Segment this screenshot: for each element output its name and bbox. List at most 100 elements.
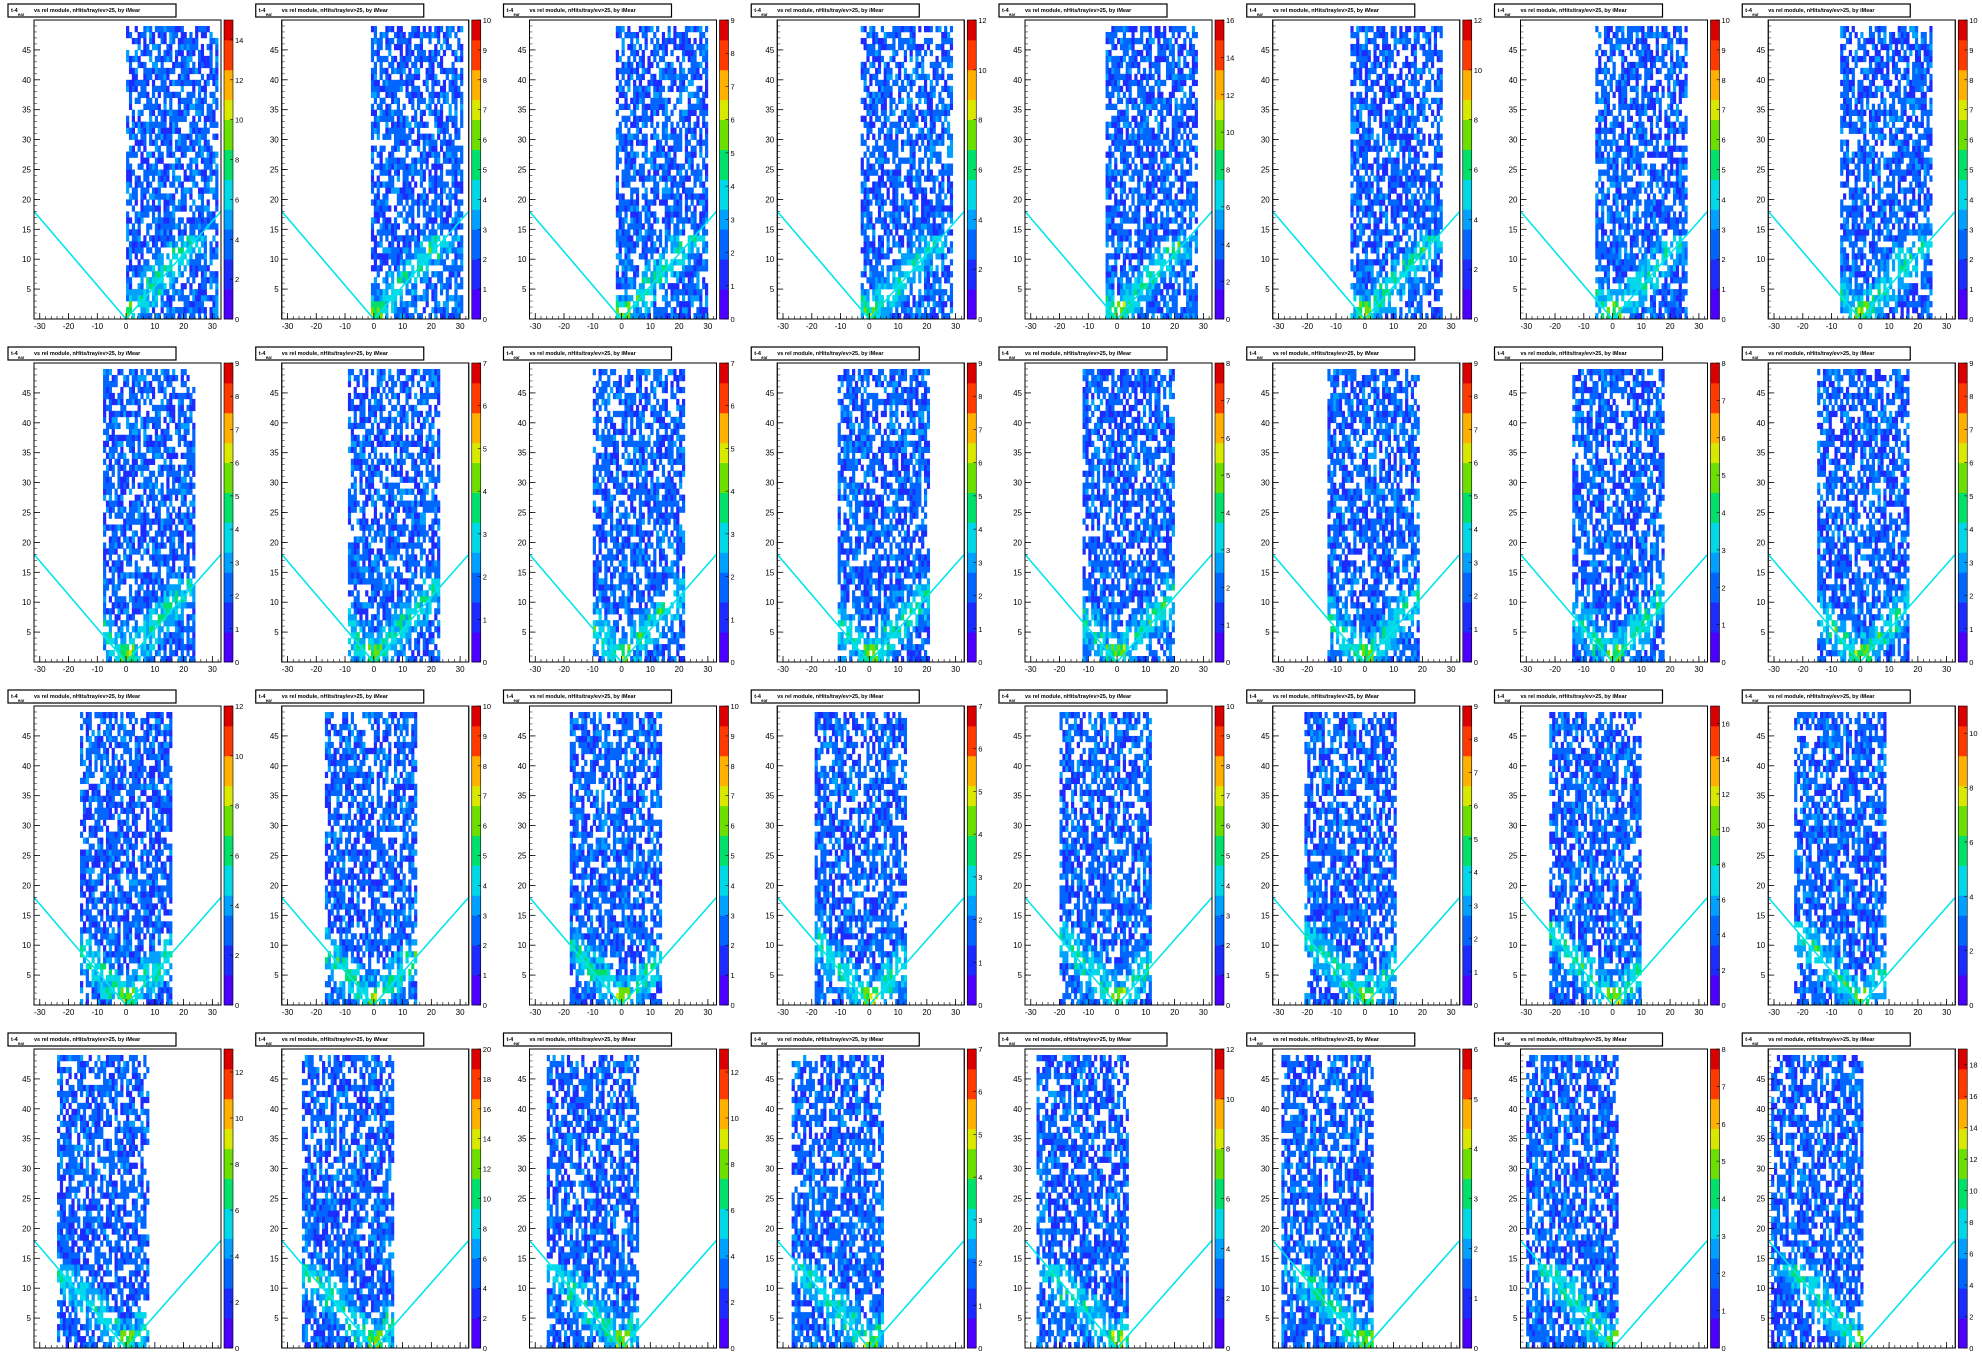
z-tick-label: 6 (483, 1254, 487, 1263)
z-tick-label: 10 (978, 66, 986, 75)
z-tick-label: 1 (731, 971, 735, 980)
y-tick-label: 40 (1509, 76, 1518, 85)
title-sub: ear (1505, 698, 1512, 703)
z-tick-label: 8 (978, 116, 982, 125)
x-tick-label: 20 (1418, 1008, 1427, 1017)
z-tick-label: 5 (235, 492, 239, 501)
z-tick-label: 3 (978, 1216, 982, 1225)
z-tick-label: 1 (978, 958, 982, 967)
z-tick-label: 0 (1969, 1344, 1973, 1352)
y-tick-label: 35 (1756, 106, 1765, 115)
y-tick-label: 35 (1509, 449, 1518, 458)
y-tick-label: 30 (518, 822, 527, 831)
y-tick-label: 35 (1013, 792, 1022, 801)
title-sub: ear (1257, 355, 1264, 360)
y-tick-label: 25 (1261, 852, 1270, 861)
z-tick-label: 6 (1722, 434, 1726, 443)
x-tick-label: 30 (1199, 322, 1208, 331)
x-tick-label: -20 (1301, 322, 1313, 331)
y-tick-label: 35 (1261, 106, 1270, 115)
title-main: vs rel module, nHits/tray/ev>25, by iMea… (282, 351, 389, 357)
x-tick-label: 10 (894, 1008, 903, 1017)
color-bar (472, 363, 481, 662)
y-tick-label: 25 (518, 509, 527, 518)
z-tick-label: 4 (1474, 215, 1478, 224)
y-tick-label: 35 (765, 106, 774, 115)
x-tick-label: -30 (777, 665, 789, 674)
x-tick-label: -10 (92, 1008, 104, 1017)
y-tick-label: 30 (22, 479, 31, 488)
z-tick-label: 4 (483, 881, 487, 890)
y-tick-label: 10 (1756, 598, 1765, 607)
y-tick-label: 5 (1018, 285, 1023, 294)
z-tick-label: 1 (1226, 971, 1230, 980)
z-tick-label: 6 (1474, 802, 1478, 811)
x-tick-label: 0 (1610, 1008, 1615, 1017)
y-tick-label: 15 (518, 1254, 527, 1263)
x-tick-label: -30 (777, 322, 789, 331)
z-tick-label: 6 (483, 136, 487, 145)
x-tick-label: 0 (1363, 1008, 1368, 1017)
y-tick-label: 30 (1013, 479, 1022, 488)
y-tick-label: 40 (765, 419, 774, 428)
z-tick-label: 0 (483, 658, 487, 667)
y-tick-label: 15 (1509, 225, 1518, 234)
z-tick-label: 6 (978, 459, 982, 468)
y-tick-label: 45 (518, 46, 527, 55)
z-tick-label: 0 (731, 658, 735, 667)
z-tick-label: 0 (1474, 658, 1478, 667)
x-tick-label: 0 (124, 322, 129, 331)
color-bar (224, 363, 233, 662)
z-tick-label: 2 (1722, 966, 1726, 975)
z-tick-label: 0 (1474, 315, 1478, 324)
y-tick-label: 30 (1756, 136, 1765, 145)
z-tick-label: 14 (1226, 53, 1234, 62)
z-tick-label: 16 (1226, 16, 1234, 25)
y-tick-label: 5 (770, 628, 775, 637)
z-tick-label: 8 (1226, 359, 1230, 368)
x-tick-label: -20 (63, 322, 75, 331)
y-tick-label: 20 (1756, 538, 1765, 547)
y-tick-label: 10 (518, 255, 527, 264)
title-sub: ear (266, 12, 273, 17)
x-tick-label: 20 (675, 322, 684, 331)
x-tick-label: 20 (1666, 1008, 1675, 1017)
z-tick-label: 4 (1226, 240, 1230, 249)
z-tick-label: 0 (978, 658, 982, 667)
y-tick-label: 30 (270, 1165, 279, 1174)
y-tick-label: 40 (1756, 1105, 1765, 1114)
z-tick-label: 0 (1226, 658, 1230, 667)
x-tick-label: 0 (1115, 1008, 1120, 1017)
y-tick-label: 15 (1756, 911, 1765, 920)
y-tick-label: 35 (1013, 106, 1022, 115)
color-bar (1463, 706, 1472, 1005)
color-bar (967, 363, 976, 662)
y-tick-label: 45 (270, 46, 279, 55)
y-tick-label: 45 (1261, 389, 1270, 398)
y-tick-label: 40 (22, 762, 31, 771)
color-bar (720, 1049, 729, 1348)
y-tick-label: 25 (1756, 1195, 1765, 1204)
z-tick-label: 8 (731, 762, 735, 771)
z-tick-label: 6 (1474, 1045, 1478, 1054)
y-tick-label: 5 (1513, 285, 1518, 294)
y-tick-label: 5 (522, 971, 527, 980)
x-tick-label: 30 (951, 322, 960, 331)
z-tick-label: 9 (1969, 46, 1973, 55)
panel: -30-20-100102030510152025303540450246810… (8, 1033, 243, 1352)
y-tick-label: 10 (765, 598, 774, 607)
z-tick-label: 0 (1722, 315, 1726, 324)
z-tick-label: 12 (483, 1165, 491, 1174)
y-tick-label: 5 (770, 971, 775, 980)
z-tick-label: 9 (483, 732, 487, 741)
x-tick-label: 30 (951, 665, 960, 674)
y-tick-label: 45 (270, 389, 279, 398)
y-tick-label: 35 (270, 792, 279, 801)
z-tick-label: 8 (483, 1224, 487, 1233)
x-tick-label: -10 (92, 665, 104, 674)
y-tick-label: 5 (1761, 628, 1766, 637)
x-tick-label: 0 (619, 665, 624, 674)
z-tick-label: 2 (1722, 1269, 1726, 1278)
z-tick-label: 4 (978, 525, 982, 534)
z-tick-label: 8 (483, 762, 487, 771)
